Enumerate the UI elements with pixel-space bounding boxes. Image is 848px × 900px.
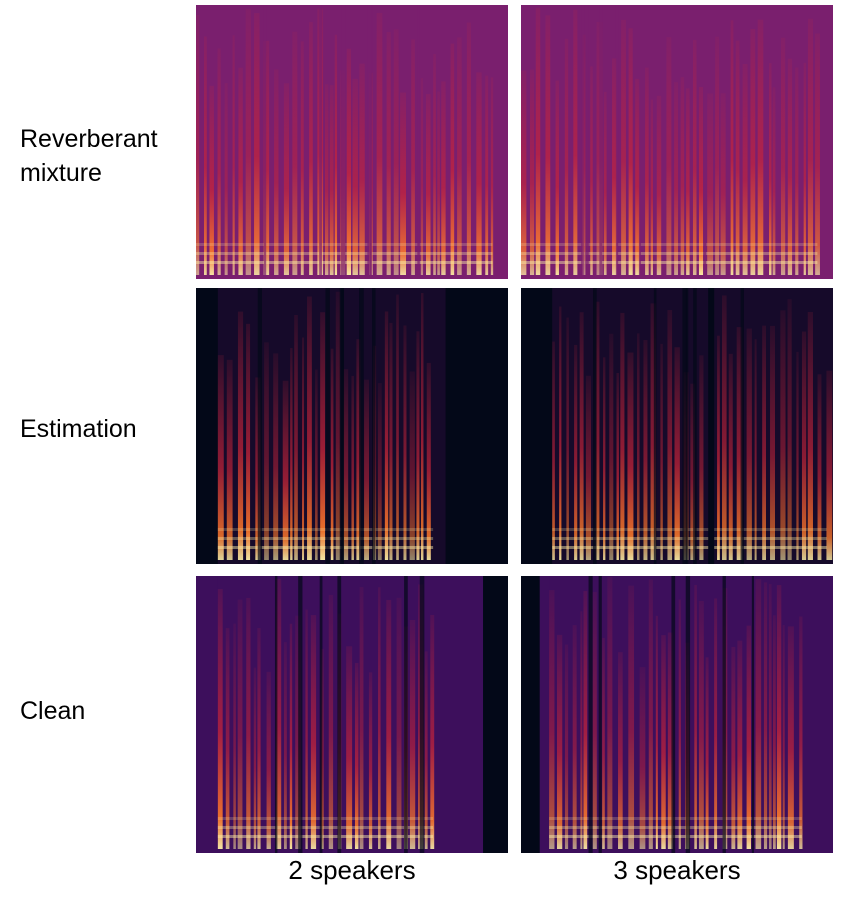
spectrogram-clean-3-speakers [521, 576, 833, 853]
spectrogram-texture [521, 288, 833, 564]
row-label-mixture-line1: Reverberant [20, 125, 158, 153]
spectrogram-mixture-3-speakers [521, 5, 833, 279]
row-label-mixture: Reverberant mixture [20, 122, 158, 190]
spectrogram-estimation-3-speakers [521, 288, 833, 564]
spectrogram-texture [196, 5, 508, 279]
spectrogram-texture [521, 576, 833, 853]
column-label-3-speakers: 3 speakers [613, 855, 741, 885]
row-label-clean: Clean [20, 697, 86, 725]
spectrogram-texture [196, 576, 508, 853]
spectrogram-clean-2-speakers [196, 576, 508, 853]
row-label-estimation: Estimation [20, 415, 137, 443]
column-label-2-speakers: 2 speakers [288, 855, 416, 885]
spectrogram-estimation-2-speakers [196, 288, 508, 564]
row-label-mixture-line2: mixture [20, 159, 102, 187]
spectrogram-texture [521, 5, 833, 279]
spectrogram-mixture-2-speakers [196, 5, 508, 279]
spectrogram-texture [196, 288, 508, 564]
